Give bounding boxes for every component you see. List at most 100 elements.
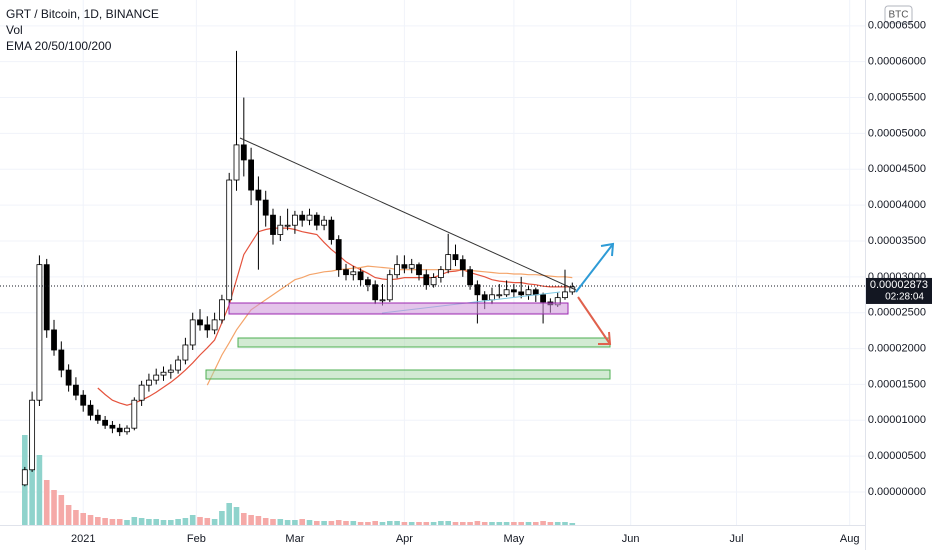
volume-bar xyxy=(328,521,335,525)
y-tick-label: 0.00004000 xyxy=(868,199,926,211)
y-tick-label: 0.00006500 xyxy=(868,20,926,32)
currency-box[interactable] xyxy=(884,5,913,24)
volume-bar xyxy=(357,522,364,525)
volume-bar xyxy=(408,522,415,525)
volume-bar xyxy=(43,480,50,525)
candle-body xyxy=(503,289,510,296)
candle-body xyxy=(437,269,444,278)
volume-bar xyxy=(160,520,167,525)
arrow-down xyxy=(577,296,611,345)
candle-body xyxy=(510,289,517,293)
volume-bar xyxy=(350,521,357,525)
y-tick-label: 0.00001000 xyxy=(868,414,926,426)
volume-bar xyxy=(124,520,130,525)
volume-bar xyxy=(175,519,181,525)
candle-body xyxy=(379,299,386,302)
annotations xyxy=(205,137,615,380)
volume-bar xyxy=(321,521,327,525)
candle-body xyxy=(29,399,36,471)
x-tick-label: May xyxy=(503,533,524,545)
volume-bar xyxy=(459,522,466,525)
candle-body xyxy=(328,219,335,240)
volume-bar xyxy=(401,522,408,525)
candle-body xyxy=(94,414,101,421)
candle-body xyxy=(292,214,298,226)
volume-bar xyxy=(284,520,291,525)
trend-line xyxy=(239,137,577,291)
volume-bar xyxy=(445,521,451,525)
volume-bar xyxy=(532,522,539,525)
volume-bar xyxy=(452,522,459,525)
arrow-up xyxy=(575,243,614,293)
volume-bar xyxy=(211,519,218,525)
candle-body xyxy=(343,269,349,276)
candle-body xyxy=(58,349,65,371)
candle-body xyxy=(73,384,79,396)
candle-body xyxy=(219,299,225,321)
volume-bar xyxy=(423,522,430,525)
volume-bar xyxy=(168,520,174,525)
candle-body xyxy=(277,224,284,235)
volume-bar xyxy=(569,523,576,525)
volume-bar xyxy=(343,521,349,525)
volume-bar xyxy=(189,515,196,525)
volume-bar xyxy=(540,521,546,525)
candle-body xyxy=(211,319,218,331)
volume-bar xyxy=(511,522,517,525)
candle-body xyxy=(204,324,211,331)
y-tick-label: 0.00004500 xyxy=(868,163,926,175)
x-tick-label: 2021 xyxy=(71,533,95,545)
volume-bar xyxy=(467,522,473,525)
candle-body xyxy=(525,289,532,296)
candle-body xyxy=(87,404,94,416)
x-tick-label: Apr xyxy=(396,533,413,545)
candle-body xyxy=(518,291,525,296)
candle-body xyxy=(532,289,539,296)
currency: BTC xyxy=(889,10,909,21)
volume-bar xyxy=(503,522,510,525)
y-tick-label: 0.00006000 xyxy=(868,56,926,68)
volume-bar xyxy=(262,518,269,525)
candle-body xyxy=(43,264,50,331)
candle-body xyxy=(416,264,422,276)
candle-body xyxy=(350,271,357,276)
y-tick-label: 0.00001500 xyxy=(868,378,926,390)
candle-body xyxy=(189,319,196,346)
volume-bar xyxy=(379,522,386,525)
volume-bar xyxy=(299,519,306,525)
candle-body xyxy=(36,264,43,401)
volume-bar xyxy=(496,522,503,525)
price-tag-countdown: 02:28:04 xyxy=(885,292,924,303)
volume-bar xyxy=(292,520,298,525)
chart-title: GRT / Bitcoin, 1D, BINANCE xyxy=(6,7,159,21)
candle-body xyxy=(153,374,160,381)
candle-body xyxy=(240,144,247,161)
candle-body xyxy=(182,344,189,361)
volume-bar xyxy=(394,521,400,525)
arrow-head xyxy=(600,242,615,257)
ema-line xyxy=(97,227,573,406)
volume-bar xyxy=(241,513,247,525)
candle-body xyxy=(459,259,466,271)
volume-bar xyxy=(146,519,152,525)
y-tick-label: 0.00000500 xyxy=(868,450,926,462)
candle-body xyxy=(401,264,408,269)
candle-body xyxy=(321,219,328,226)
ema-line xyxy=(206,265,573,386)
volume-bar xyxy=(255,516,262,525)
volume-bar xyxy=(116,519,123,525)
candle-layer xyxy=(0,50,865,487)
candle-body xyxy=(138,384,145,401)
candle-body xyxy=(430,277,437,286)
volume-bar xyxy=(416,522,422,525)
volume-bar xyxy=(489,522,495,525)
candle-body xyxy=(394,264,400,276)
candle-body xyxy=(452,254,459,261)
candle-body xyxy=(175,359,182,371)
zone-green xyxy=(205,369,611,380)
x-tick-label: Aug xyxy=(840,533,860,545)
volume-bar xyxy=(36,455,43,525)
volume-bar xyxy=(554,522,561,525)
